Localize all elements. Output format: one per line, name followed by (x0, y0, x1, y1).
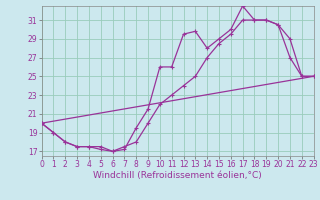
X-axis label: Windchill (Refroidissement éolien,°C): Windchill (Refroidissement éolien,°C) (93, 171, 262, 180)
